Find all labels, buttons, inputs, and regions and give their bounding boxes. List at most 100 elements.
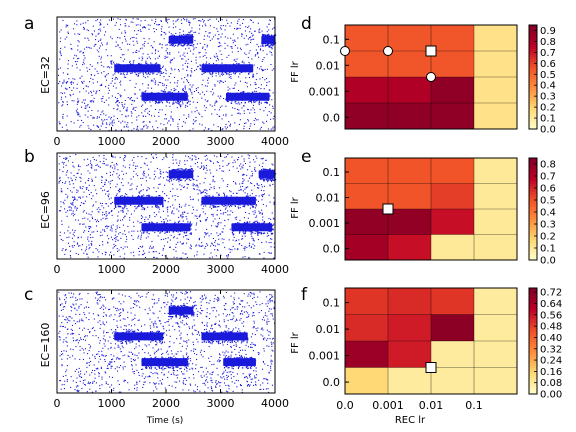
spike-dot bbox=[216, 18, 218, 20]
burst-dot bbox=[173, 169, 175, 171]
spike-dot bbox=[73, 235, 75, 237]
spike-dot bbox=[167, 201, 169, 203]
spike-dot bbox=[101, 205, 103, 207]
spike-dot bbox=[184, 86, 186, 88]
burst-dot bbox=[162, 197, 164, 199]
spike-dot bbox=[148, 251, 150, 253]
spike-dot bbox=[247, 120, 249, 122]
spike-dot bbox=[220, 209, 222, 211]
spike-dot bbox=[254, 161, 256, 163]
burst-dot bbox=[261, 44, 263, 46]
spike-dot bbox=[189, 383, 191, 385]
spike-dot bbox=[136, 51, 138, 53]
burst-dot bbox=[145, 228, 147, 230]
burst-dot bbox=[185, 34, 187, 36]
spike-dot bbox=[258, 46, 260, 48]
spike-dot bbox=[140, 215, 142, 217]
spike-dot bbox=[81, 82, 83, 84]
burst-dot bbox=[272, 39, 274, 42]
spike-dot bbox=[205, 172, 207, 174]
spike-dot bbox=[110, 60, 112, 62]
burst-dot bbox=[145, 71, 147, 73]
spike-dot bbox=[107, 87, 109, 89]
spike-dot bbox=[92, 156, 94, 158]
spike-dot bbox=[197, 87, 199, 89]
spike-dot bbox=[208, 194, 210, 196]
spike-dot bbox=[222, 170, 224, 172]
burst-dot bbox=[243, 205, 245, 207]
burst-dot bbox=[159, 100, 161, 102]
burst-dot bbox=[184, 180, 186, 182]
spike-dot bbox=[61, 249, 63, 251]
spike-dot bbox=[77, 172, 79, 174]
spike-dot bbox=[243, 247, 245, 249]
spike-dot bbox=[79, 126, 81, 128]
spike-dot bbox=[219, 354, 221, 356]
spike-dot bbox=[252, 298, 254, 300]
spike-dot bbox=[103, 71, 105, 73]
spike-dot bbox=[199, 297, 201, 299]
spike-dot bbox=[143, 170, 145, 172]
spike-dot bbox=[197, 310, 199, 312]
spike-dot bbox=[122, 219, 124, 221]
spike-dot bbox=[102, 217, 104, 219]
spike-dot bbox=[219, 385, 221, 387]
burst-dot bbox=[173, 173, 175, 175]
spike-dot bbox=[144, 41, 146, 43]
burst-dot bbox=[249, 221, 251, 223]
spike-dot bbox=[213, 36, 215, 38]
spike-dot bbox=[150, 154, 152, 156]
spike-dot bbox=[169, 53, 171, 55]
spike-dot bbox=[218, 193, 220, 195]
spike-dot bbox=[107, 242, 109, 244]
spike-dot bbox=[124, 166, 126, 168]
spike-dot bbox=[199, 28, 201, 30]
spike-dot bbox=[90, 214, 92, 216]
burst-dot bbox=[150, 72, 152, 74]
spike-dot bbox=[228, 121, 230, 123]
spike-dot bbox=[177, 18, 179, 20]
burst-dot bbox=[260, 229, 262, 231]
spike-dot bbox=[220, 53, 222, 55]
spike-dot bbox=[90, 129, 92, 131]
spike-dot bbox=[165, 105, 167, 107]
spike-dot bbox=[188, 20, 190, 22]
spike-dot bbox=[166, 44, 168, 46]
spike-dot bbox=[211, 243, 213, 245]
spike-dot bbox=[268, 43, 270, 45]
spike-dot bbox=[77, 112, 79, 114]
spike-dot bbox=[65, 174, 67, 176]
spike-dot bbox=[123, 76, 125, 78]
spike-dot bbox=[247, 385, 249, 387]
burst-dot bbox=[226, 195, 228, 197]
spike-dot bbox=[165, 21, 167, 23]
burst-dot bbox=[258, 232, 261, 234]
spike-dot bbox=[259, 291, 261, 293]
spike-dot bbox=[95, 164, 97, 166]
spike-dot bbox=[184, 377, 186, 379]
spike-dot bbox=[74, 78, 76, 80]
spike-dot bbox=[79, 376, 81, 378]
spike-dot bbox=[104, 34, 106, 36]
burst-dot bbox=[217, 196, 219, 198]
spike-dot bbox=[96, 81, 98, 83]
spike-dot bbox=[67, 188, 69, 190]
burst-dot bbox=[160, 71, 162, 73]
spike-dot bbox=[176, 257, 178, 259]
spike-dot bbox=[229, 228, 231, 230]
spike-dot bbox=[76, 172, 78, 174]
spike-dot bbox=[203, 94, 205, 96]
spike-dot bbox=[228, 371, 230, 373]
burst-dot bbox=[183, 96, 185, 98]
spike-dot bbox=[259, 68, 261, 70]
spike-dot bbox=[123, 160, 125, 162]
spike-dot bbox=[182, 103, 184, 105]
spike-dot bbox=[269, 184, 271, 186]
burst-dot bbox=[184, 36, 186, 38]
spike-dot bbox=[180, 299, 182, 301]
spike-dot bbox=[154, 170, 156, 172]
spike-dot bbox=[68, 78, 70, 80]
spike-dot bbox=[79, 91, 81, 93]
spike-dot bbox=[160, 382, 162, 384]
spike-dot bbox=[162, 210, 164, 212]
